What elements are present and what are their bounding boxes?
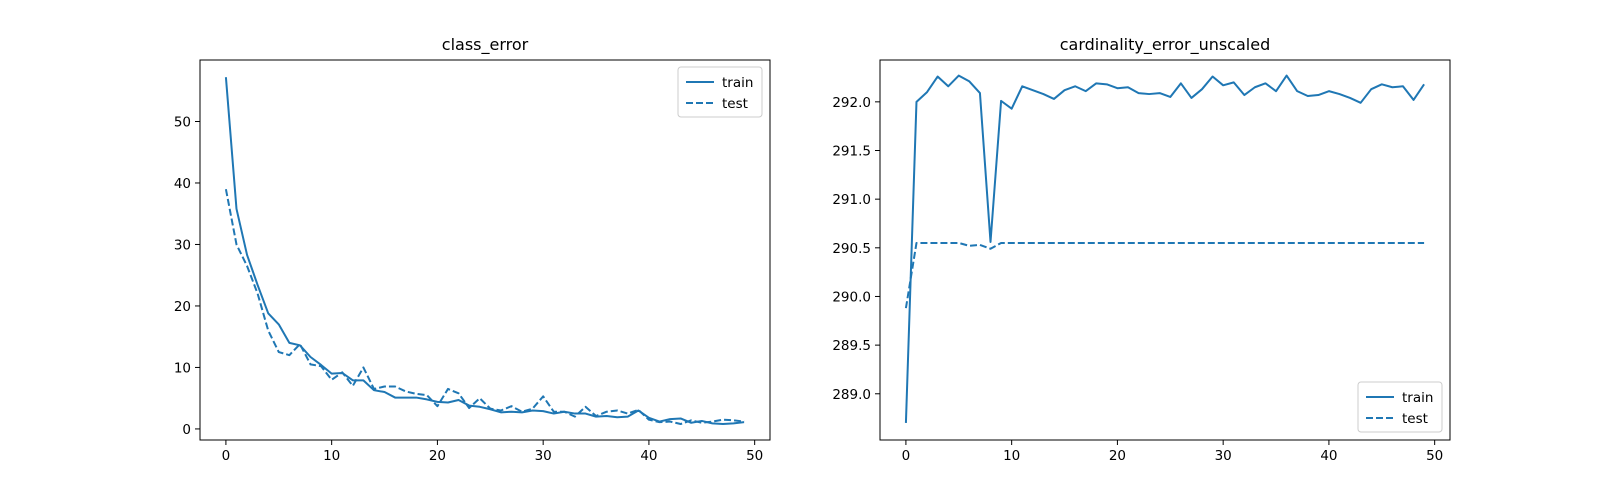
y-tick-label: 20 xyxy=(174,299,191,315)
axes-frame xyxy=(199,59,771,441)
legend-label-train: train xyxy=(1402,390,1433,406)
series-line-train xyxy=(904,74,1425,424)
series-line-test xyxy=(904,241,1425,309)
y-tick-label: 0 xyxy=(182,422,191,438)
y-tick-label: 10 xyxy=(174,360,191,376)
x-tick-label: 10 xyxy=(323,448,340,464)
y-tick-label: 50 xyxy=(174,114,191,130)
y-tick-label: 291.5 xyxy=(832,143,871,159)
x-tick-label: 40 xyxy=(640,448,657,464)
legend: train test xyxy=(677,66,763,118)
series-line-train xyxy=(224,77,745,426)
legend: train test xyxy=(1357,381,1443,433)
legend-box xyxy=(1357,381,1443,433)
y-tick-label: 289.0 xyxy=(832,387,871,403)
x-tick-label: 50 xyxy=(746,448,763,464)
x-tick-label: 50 xyxy=(1426,448,1443,464)
class-error-chart: class_error 0 10 20 30 40 50 0 10 20 30 40 50 train te… xyxy=(174,35,771,464)
legend-box xyxy=(677,66,763,118)
chart-title: class_error xyxy=(442,35,529,55)
x-tick-label: 0 xyxy=(902,448,911,464)
x-tick-label: 20 xyxy=(1109,448,1126,464)
x-tick-label: 30 xyxy=(535,448,552,464)
y-tick-label: 292.0 xyxy=(832,95,871,111)
y-tick-label: 30 xyxy=(174,237,191,253)
x-tick-label: 10 xyxy=(1003,448,1020,464)
y-tick-label: 289.5 xyxy=(832,338,871,354)
x-tick-label: 30 xyxy=(1215,448,1232,464)
y-tick-label: 290.5 xyxy=(832,241,871,257)
axes-frame xyxy=(879,59,1451,441)
y-tick-label: 291.0 xyxy=(832,192,871,208)
cardinality-error-chart: cardinality_error_unscaled 0 10 20 30 40 50 289… xyxy=(832,35,1451,464)
y-tick-label: 40 xyxy=(174,176,191,192)
y-tick-label: 290.0 xyxy=(832,289,871,305)
legend-label-train: train xyxy=(722,75,753,91)
x-tick-label: 20 xyxy=(429,448,446,464)
x-tick-label: 40 xyxy=(1320,448,1337,464)
legend-label-test: test xyxy=(1402,411,1428,427)
x-tick-label: 0 xyxy=(222,448,231,464)
chart-title: cardinality_error_unscaled xyxy=(1060,35,1270,55)
legend-label-test: test xyxy=(722,96,748,112)
series-line-test xyxy=(224,188,745,426)
